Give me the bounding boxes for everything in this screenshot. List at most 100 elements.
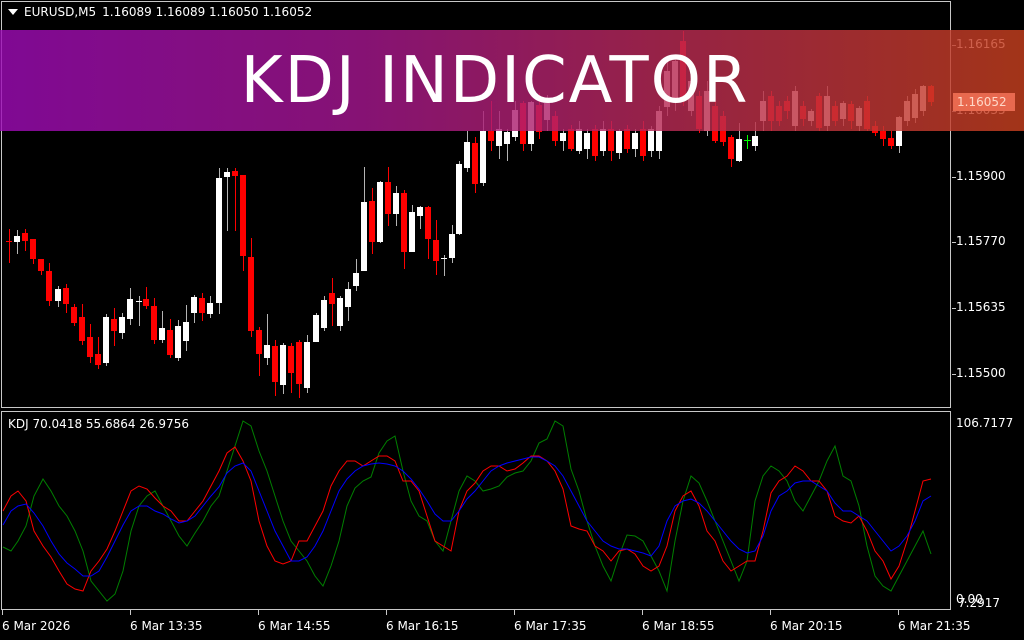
candle <box>216 168 222 314</box>
kdj-line-k <box>2 456 932 577</box>
candle <box>175 320 181 361</box>
price-label: 1.15900 <box>956 169 1006 183</box>
price-tick <box>952 177 956 178</box>
candle <box>38 259 44 275</box>
candle <box>159 311 165 343</box>
candle <box>103 314 109 366</box>
candle <box>143 287 149 309</box>
price-tick <box>952 242 956 243</box>
candle <box>224 168 230 231</box>
candle <box>888 131 894 149</box>
time-tick <box>514 610 515 615</box>
candle <box>321 296 327 331</box>
candle <box>71 304 77 326</box>
candle <box>240 175 246 271</box>
time-tick <box>770 610 771 615</box>
current-price-marker: 1.16052 <box>953 93 1015 111</box>
candle <box>409 205 415 252</box>
candle <box>288 343 294 393</box>
candle <box>232 168 238 231</box>
time-tick <box>386 610 387 615</box>
price-label: 1.15770 <box>956 234 1006 248</box>
candle <box>417 206 423 229</box>
candle <box>472 137 478 193</box>
candle <box>136 296 142 326</box>
candle <box>127 288 133 325</box>
candle <box>313 313 319 342</box>
candle <box>22 229 28 251</box>
price-tick <box>952 308 956 309</box>
kdj-indicator-window[interactable]: KDJ 70.0418 55.6864 26.9756 <box>1 411 951 610</box>
ohlc-values: 1.16089 1.16089 1.16050 1.16052 <box>102 5 313 19</box>
candle <box>433 220 439 275</box>
kdj-line-d <box>2 446 932 592</box>
candle <box>95 337 101 369</box>
candle <box>353 259 359 291</box>
kdj-scale-min-b: 7.2917 <box>958 596 1000 610</box>
candle <box>304 335 310 393</box>
dropdown-triangle-icon[interactable] <box>8 9 18 15</box>
candle <box>167 319 173 358</box>
candle <box>361 167 367 271</box>
candle <box>425 206 431 259</box>
candle <box>79 304 85 345</box>
candle <box>560 129 566 151</box>
candle <box>592 125 598 161</box>
candle <box>63 284 69 313</box>
candle <box>504 129 510 161</box>
time-label: 6 Mar 20:15 <box>770 619 843 633</box>
candle <box>441 255 447 276</box>
candle <box>616 129 622 159</box>
candle <box>280 343 286 394</box>
candle <box>272 340 278 396</box>
banner-title: KDJ INDICATOR <box>240 43 750 118</box>
price-label: 1.15500 <box>956 366 1006 380</box>
time-tick <box>898 610 899 615</box>
candle <box>385 167 391 226</box>
candle <box>449 225 455 263</box>
time-tick <box>258 610 259 615</box>
candle <box>30 239 36 264</box>
candle <box>264 314 270 365</box>
candle <box>183 305 189 351</box>
kdj-lines-plot[interactable] <box>2 412 952 611</box>
time-tick <box>642 610 643 615</box>
candle <box>584 129 590 159</box>
time-label: 6 Mar 17:35 <box>514 619 587 633</box>
candle <box>199 293 205 321</box>
title-banner <box>0 30 1024 131</box>
candle <box>632 129 638 157</box>
time-tick <box>130 610 131 615</box>
candle <box>345 282 351 321</box>
kdj-scale-max: 106.7177 <box>956 416 1014 430</box>
indicator-title: KDJ 70.0418 55.6864 26.9756 <box>8 417 189 431</box>
price-label: 1.15635 <box>956 300 1006 314</box>
candle <box>119 313 125 339</box>
time-axis[interactable]: 6 Mar 2026 6 Mar 13:35 6 Mar 14:55 6 Mar 16… <box>0 610 971 640</box>
candle <box>296 340 302 398</box>
chart-symbol-header: EURUSD,M5 1.16089 1.16089 1.16050 1.1605… <box>8 5 312 19</box>
candle <box>55 286 61 307</box>
candle <box>329 278 335 326</box>
candle <box>377 181 383 243</box>
candle <box>369 188 375 254</box>
candle <box>648 126 654 157</box>
candle <box>151 298 157 344</box>
candle <box>46 263 52 306</box>
kdj-scale-min-a: 0.00 <box>956 592 983 606</box>
candle <box>87 324 93 363</box>
candle <box>464 131 470 172</box>
time-label: 6 Mar 13:35 <box>130 619 203 633</box>
symbol-timeframe-label: EURUSD,M5 <box>24 5 97 19</box>
candle <box>111 308 117 346</box>
candle <box>728 135 734 167</box>
time-label: 6 Mar 16:15 <box>386 619 459 633</box>
candle <box>744 135 751 149</box>
time-tick <box>2 610 3 615</box>
candle <box>6 229 12 263</box>
time-label: 6 Mar 2026 <box>2 619 71 633</box>
candle <box>248 238 254 337</box>
candle <box>256 327 262 376</box>
time-label: 6 Mar 18:55 <box>642 619 715 633</box>
price-tick <box>952 374 956 375</box>
